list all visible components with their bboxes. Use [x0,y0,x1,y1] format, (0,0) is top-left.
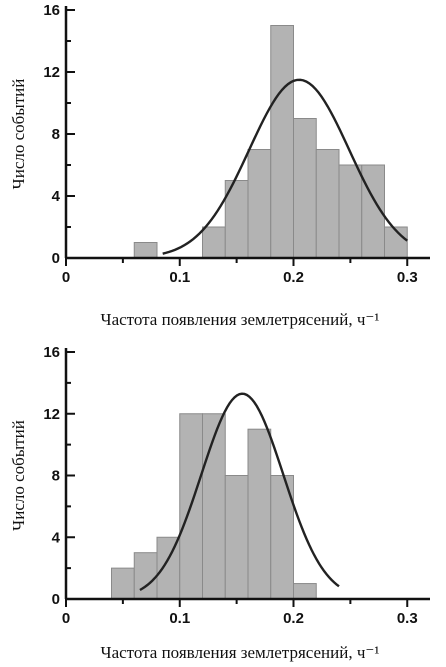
chart-1-y-tick-label-2: 8 [52,468,60,485]
chart-1-bar-4 [202,413,226,600]
chart-1-y-tick-label-3: 12 [43,406,60,423]
chart-0-bar-7 [338,164,363,259]
chart-0-y-tick-label-4: 16 [43,2,60,19]
histogram-bottom: 0 4 8 12 16 0 0.1 0.2 0.3 Число событий Частота по… [9,344,430,662]
chart-1-bar-2 [156,536,181,600]
chart-1-x-tick-label-1: 0.1 [169,610,190,627]
chart-0-x-tick-label-1: 0.1 [169,269,190,286]
chart-1-x-tick-label-3: 0.3 [397,610,418,627]
chart-1-y-tick-label-4: 16 [43,344,60,361]
chart-0-bar-3 [247,149,272,259]
chart-0-x-tick-label-3: 0.3 [397,269,418,286]
chart-0-y-tick-label-1: 4 [52,188,61,205]
chart-0-x-tick-label-2: 0.2 [283,269,304,286]
chart-1-y-tick-label-0: 0 [52,591,60,608]
chart-1-x-tick-label-2: 0.2 [283,610,304,627]
chart-1-bar-8 [293,583,317,600]
chart-0-y-axis-title: Число событий [9,79,28,190]
chart-1-y-tick-label-1: 4 [52,529,61,546]
chart-0-y-tick-label-2: 8 [52,126,60,143]
chart-1-y-axis-title: Число событий [9,420,28,531]
chart-1-bar-1 [133,552,158,600]
chart-1-bar-6 [247,428,272,600]
chart-0-x-tick-label-0: 0 [62,269,70,286]
chart-1-fit-curve [139,392,340,592]
chart-0-bar-0 [133,242,158,259]
chart-0-y-tick-label-3: 12 [43,64,60,81]
chart-1-x-tick-label-0: 0 [62,610,70,627]
chart-1-bar-0 [111,567,135,600]
chart-0-x-axis-title: Частота появления землетрясений, ч⁻¹ [101,310,380,329]
chart-1-bar-5 [224,475,249,600]
chart-1-x-axis-title: Частота появления землетрясений, ч⁻¹ [101,643,380,662]
chart-0-y-tick-label-0: 0 [52,250,60,267]
histogram-top: 0 4 8 12 16 0 0.1 0.2 0.3 Число событий Частота по… [9,2,430,329]
chart-0-bar-6 [315,149,340,259]
chart-0-bar-1 [202,226,226,259]
chart-0-bar-4 [270,25,294,259]
chart-0-fit-curve [162,78,408,255]
chart-0-bar-5 [293,118,317,259]
